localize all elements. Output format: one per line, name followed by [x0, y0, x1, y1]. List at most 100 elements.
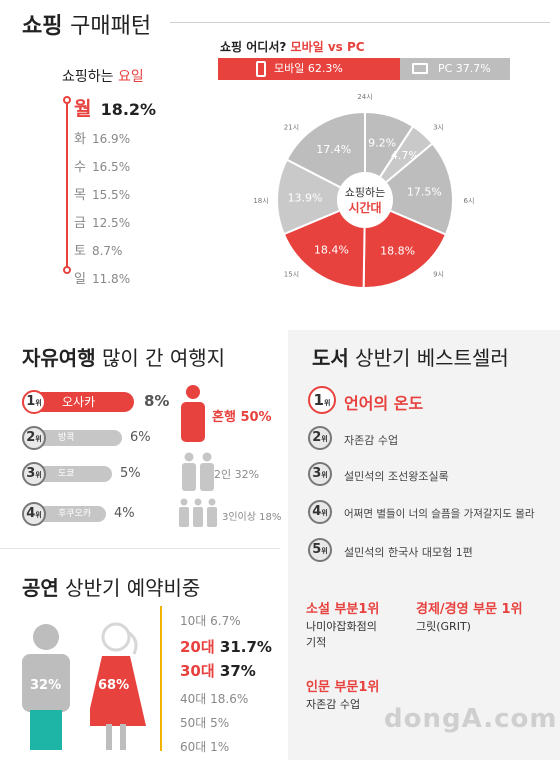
- companion-solo-label: 혼행 50%: [212, 410, 272, 425]
- weekday-heading: 쇼핑하는 요일: [62, 66, 144, 86]
- travel-name: 도쿄: [58, 469, 75, 479]
- clock-slice: [362, 198, 448, 289]
- rank-suffix: 위: [321, 471, 328, 479]
- category-heading: 인문 부문1위: [306, 680, 380, 695]
- rank-suffix: 위: [35, 435, 42, 443]
- show-title-light: 상반기 예약비중: [58, 576, 201, 600]
- clock-slice-label: 17.5%: [407, 185, 442, 198]
- travel-rank-badge: 1위: [22, 390, 46, 414]
- age-item: 40대 18.6%: [180, 690, 248, 707]
- clock-slice-label: 18.4%: [314, 244, 349, 257]
- weekday-day: 수: [74, 160, 86, 175]
- weekday-top-day: 월: [74, 98, 92, 120]
- book-rank: 5: [312, 542, 322, 557]
- rank-suffix: 위: [321, 435, 328, 443]
- male-figure-icon: [22, 624, 70, 750]
- book-title: 설민석의 한국사 대모험 1편: [344, 546, 473, 559]
- companion-group-label: 3인이상 18%: [222, 512, 282, 523]
- weekday-line-cap-top: [63, 96, 71, 104]
- travel-name: 후쿠오카: [58, 509, 92, 519]
- age-value: 1%: [210, 740, 230, 754]
- weekday-day: 금: [74, 216, 86, 231]
- age-item: 50대 5%: [180, 714, 229, 731]
- travel-rank1-pill: 오사카: [22, 392, 134, 412]
- weekday-day: 목: [74, 188, 86, 203]
- clock-slice-label: 18.8%: [380, 244, 415, 257]
- rank-suffix: 위: [35, 471, 42, 479]
- category-line1: 나미야잡화점의: [306, 620, 377, 633]
- clock-hour-label: 21시: [284, 123, 299, 131]
- pc-icon: [412, 63, 428, 74]
- watermark-text: dongA.com: [384, 704, 558, 734]
- book-rank: 3: [312, 466, 322, 481]
- clock-hour-label: 3시: [433, 123, 444, 131]
- age-value: 37%: [219, 662, 256, 680]
- age-label: 40대: [180, 692, 207, 706]
- clock-slice: [285, 110, 366, 202]
- weekday-line-cap-bottom: [63, 266, 71, 274]
- travel-title: 자유여행 많이 간 여행지: [22, 342, 225, 371]
- age-label: 50대: [180, 716, 207, 730]
- book-title: 어쩌면 별들이 너의 슬픔을 가져갈지도 몰라: [344, 508, 535, 520]
- weekday-day: 토: [74, 244, 86, 259]
- weekday-heading-prefix: 쇼핑하는: [62, 69, 118, 85]
- books-title: 도서 상반기 베스트셀러: [312, 342, 509, 371]
- travel-rank-badge: 2위: [22, 426, 46, 450]
- clock-hour-label: 9시: [433, 271, 444, 279]
- weekday-line: [66, 100, 68, 270]
- travel-value: 5%: [120, 466, 141, 481]
- age-item: 10대 6.7%: [180, 612, 241, 629]
- title-bold: 쇼핑: [22, 14, 63, 39]
- category-line2: 기적: [306, 636, 327, 649]
- category-line1: 자존감 수업: [306, 698, 361, 711]
- travel-rank: 1: [26, 394, 36, 409]
- book-title: 설민석의 조선왕조실록: [344, 470, 449, 483]
- age-value: 5%: [210, 716, 230, 730]
- rank-suffix: 위: [323, 399, 331, 407]
- book-rank-badge: 1위: [308, 386, 336, 414]
- rank-suffix: 위: [321, 509, 328, 517]
- clock-slice: [363, 142, 454, 236]
- clock-center-line1: 쇼핑하는: [345, 185, 385, 199]
- book-rank-badge: 5위: [308, 538, 332, 562]
- where-heading-accent: 모바일 vs PC: [290, 40, 365, 54]
- shopping-title: 쇼핑 구매패턴: [22, 8, 151, 40]
- category-heading: 소설 부분1위: [306, 602, 380, 617]
- group-people-icon: [179, 498, 217, 527]
- rank-suffix: 위: [35, 511, 42, 519]
- travel-pill: 방콕: [24, 430, 122, 446]
- travel-rank: 4: [26, 506, 36, 521]
- book-rank: 2: [312, 430, 322, 445]
- mobile-label: 모바일 62.3%: [274, 62, 343, 75]
- age-item: 30대 37%: [180, 660, 256, 681]
- weekday-item: 수 16.5%: [74, 156, 130, 175]
- clock-hour-label: 24시: [357, 93, 372, 101]
- weekday-item: 일 11.8%: [74, 268, 130, 287]
- age-label: 60대: [180, 740, 207, 754]
- clock-hour-label: 6시: [464, 197, 475, 205]
- clock-slice: [282, 198, 367, 290]
- clock-slice-label: 13.9%: [288, 192, 323, 205]
- travel-pill: 도쿄: [24, 466, 112, 482]
- weekday-value: 12.5%: [91, 216, 131, 230]
- female-figure-icon: [90, 622, 146, 750]
- weekday-item: 목 15.5%: [74, 184, 130, 203]
- pair-people-icon: [182, 452, 214, 491]
- where-heading: 쇼핑 어디서? 모바일 vs PC: [220, 38, 365, 55]
- travel-title-light: 많이 간 여행지: [95, 346, 226, 370]
- weekday-value: 11.8%: [91, 272, 131, 286]
- clock-slice-label: 17.4%: [316, 143, 351, 156]
- weekday-top-value: 18.2%: [100, 100, 157, 119]
- show-title: 공연 상반기 예약비중: [22, 572, 200, 601]
- solo-person-icon: [181, 385, 205, 442]
- weekday-item: 토 8.7%: [74, 240, 122, 259]
- weekday-value: 16.9%: [91, 132, 131, 146]
- travel-value: 8%: [144, 392, 170, 410]
- age-item: 20대 31.7%: [180, 636, 272, 657]
- travel-rank: 2: [26, 430, 36, 445]
- weekday-day: 일: [74, 272, 86, 287]
- mobile-icon: [256, 61, 266, 77]
- rank-suffix: 위: [321, 547, 328, 555]
- clock-slice-label: 4.7%: [391, 149, 419, 162]
